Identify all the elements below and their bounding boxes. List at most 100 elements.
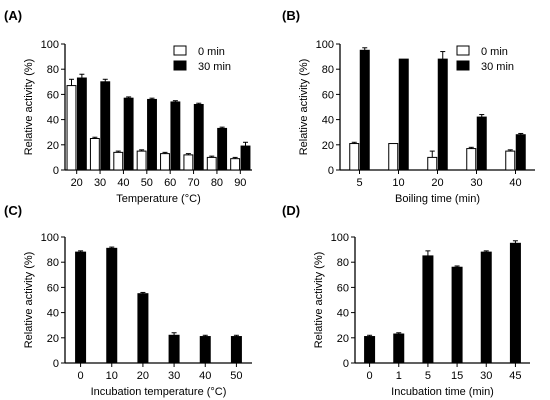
bar <box>76 77 87 171</box>
x-tick-label: 40 <box>117 177 129 189</box>
x-tick-label: 15 <box>451 370 463 382</box>
bar <box>113 151 124 171</box>
y-tick-label: 20 <box>337 333 349 345</box>
legend-swatch <box>456 60 470 71</box>
bar <box>100 81 111 171</box>
bar <box>349 143 360 171</box>
bar <box>422 255 434 364</box>
x-axis-title: Incubation temperature (°C) <box>91 386 227 398</box>
bar <box>364 336 376 364</box>
y-axis-title: Relative activity (%) <box>298 59 310 156</box>
legend-entry: 30 min <box>198 61 231 73</box>
bar <box>168 334 180 364</box>
y-tick-label: 80 <box>47 257 59 269</box>
bar <box>66 85 77 171</box>
bar <box>217 127 228 171</box>
y-tick-label: 60 <box>322 89 334 101</box>
y-axis-title: Relative activity (%) <box>313 252 325 349</box>
bar <box>476 116 487 171</box>
x-tick-label: 30 <box>480 370 492 382</box>
bar <box>393 333 405 364</box>
x-tick-label: 40 <box>509 177 521 189</box>
panel-label: (C) <box>4 203 22 218</box>
panel-label: (B) <box>282 8 300 23</box>
x-tick-label: 60 <box>164 177 176 189</box>
y-tick-label: 40 <box>47 308 59 320</box>
x-tick-label: 70 <box>187 177 199 189</box>
y-tick-label: 40 <box>47 115 59 127</box>
x-tick-label: 80 <box>211 177 223 189</box>
y-tick-label: 80 <box>322 64 334 76</box>
legend-entry: 30 min <box>481 61 514 73</box>
x-tick-label: 0 <box>367 370 373 382</box>
y-tick-label: 40 <box>337 308 349 320</box>
x-tick-label: 0 <box>78 370 84 382</box>
bar <box>230 336 242 364</box>
x-tick-label: 5 <box>425 370 431 382</box>
bar <box>230 158 241 171</box>
y-tick-label: 0 <box>343 358 349 370</box>
bar <box>388 143 399 171</box>
y-tick-label: 20 <box>322 140 334 152</box>
bar <box>123 97 134 171</box>
y-tick-label: 0 <box>53 165 59 177</box>
bar <box>106 247 118 364</box>
bar <box>199 336 211 364</box>
y-tick-label: 20 <box>47 140 59 152</box>
y-tick-label: 80 <box>337 257 349 269</box>
bar <box>480 251 492 364</box>
x-tick-label: 20 <box>137 370 149 382</box>
x-tick-label: 30 <box>94 177 106 189</box>
bar <box>427 156 438 171</box>
x-tick-label: 50 <box>141 177 153 189</box>
chart-panel-1: (A) 0 20 40 60 80 100 Relative activity (%) 20 30… <box>4 8 252 205</box>
bar <box>147 98 157 171</box>
bar <box>75 251 87 364</box>
legend-swatch <box>173 45 187 56</box>
x-tick-label: 10 <box>106 370 118 382</box>
bar <box>206 156 217 171</box>
bar <box>359 49 370 171</box>
y-tick-label: 100 <box>41 39 59 51</box>
x-tick-label: 1 <box>396 370 402 382</box>
legend-entry: 0 min <box>198 46 225 58</box>
x-tick-label: 50 <box>230 370 242 382</box>
panel-label: (A) <box>4 8 22 23</box>
x-tick-label: 30 <box>168 370 180 382</box>
y-tick-label: 0 <box>53 358 59 370</box>
x-axis-title: Temperature (°C) <box>116 193 200 205</box>
y-tick-label: 60 <box>47 282 59 294</box>
y-tick-label: 100 <box>41 232 59 244</box>
y-tick-label: 60 <box>337 282 349 294</box>
x-tick-label: 40 <box>199 370 211 382</box>
bar <box>509 242 521 364</box>
bar <box>170 101 181 171</box>
bar <box>240 145 251 171</box>
bar <box>398 58 409 171</box>
legend-swatch <box>456 45 470 56</box>
bar <box>136 150 147 171</box>
y-tick-label: 100 <box>331 232 349 244</box>
legend-entry: 0 min <box>481 46 508 58</box>
bar <box>505 150 516 171</box>
y-tick-label: 80 <box>47 64 59 76</box>
x-axis-title: Boiling time (min) <box>395 193 480 205</box>
bar <box>193 103 204 171</box>
y-tick-label: 100 <box>316 39 334 51</box>
bar <box>137 293 149 364</box>
bar <box>89 138 100 171</box>
bar <box>437 58 448 171</box>
y-tick-label: 40 <box>322 115 334 127</box>
y-tick-label: 60 <box>47 89 59 101</box>
x-axis-title: Incubation time (min) <box>391 386 494 398</box>
y-axis-title: Relative activity (%) <box>23 59 35 156</box>
x-tick-label: 10 <box>392 177 404 189</box>
chart-panel-3: (C) 0 20 40 60 80 100 Relative activity (%) 0 10 2… <box>4 203 252 398</box>
bar <box>183 154 194 171</box>
y-tick-label: 0 <box>328 165 334 177</box>
chart-panel-2: (B) 0 20 40 60 80 100 Relative activity (%) 5 10 2… <box>282 8 535 205</box>
x-tick-label: 5 <box>356 177 362 189</box>
bar <box>160 153 170 171</box>
x-tick-label: 20 <box>431 177 443 189</box>
